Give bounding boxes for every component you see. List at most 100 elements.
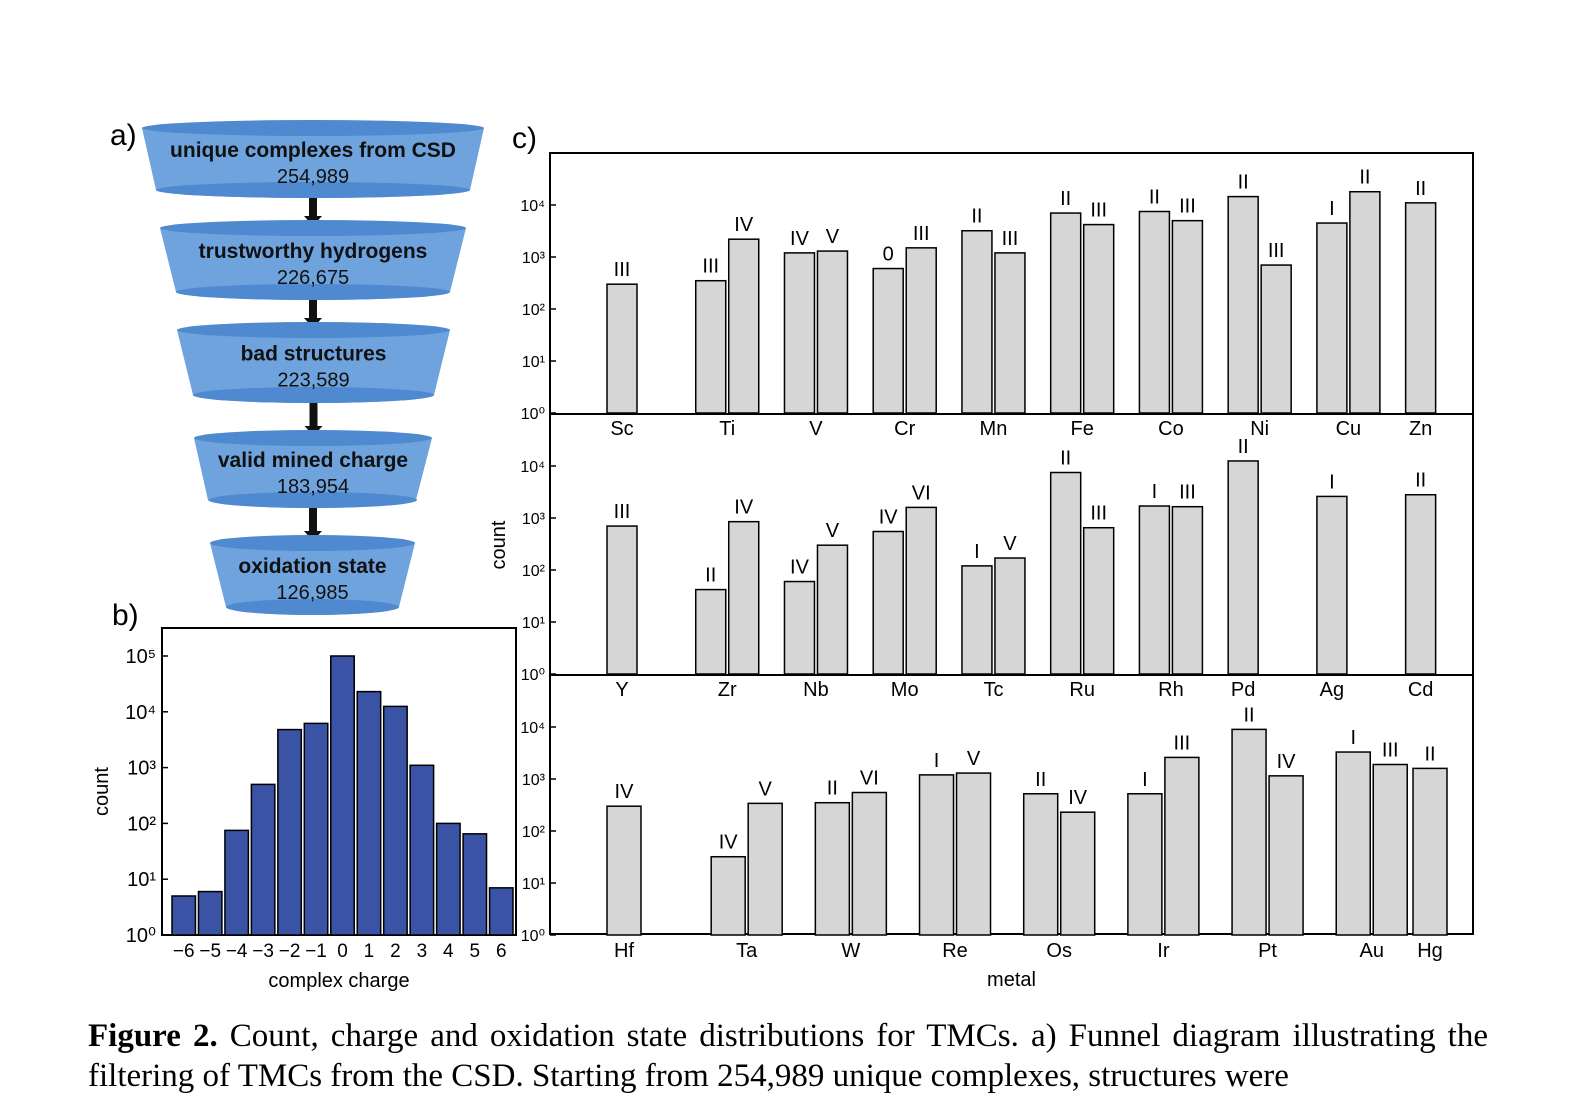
chart-b-xtick-label: 3 <box>417 941 428 962</box>
chart-c-bar <box>872 267 904 414</box>
chart-c-metal-label: Re <box>942 940 968 962</box>
funnel-stage-label: bad structures <box>241 343 387 366</box>
chart-c-bar <box>1404 202 1437 414</box>
chart-b-xtick-label: 2 <box>390 941 401 962</box>
caption-figure-label: Figure 2. <box>88 1018 218 1054</box>
chart-b-bar <box>277 728 303 936</box>
chart-b-xtick-label: −4 <box>226 941 248 962</box>
chart-c-metal-label: Hg <box>1417 940 1443 962</box>
chart-b-xtick-label: 1 <box>364 941 375 962</box>
chart-c-bar <box>783 252 816 414</box>
chart-c-bar <box>606 805 642 936</box>
chart-c-ytick-label: 10¹ <box>522 876 545 893</box>
chart-c-bar-label: II <box>1415 470 1426 492</box>
chart-c-bar-label: IV <box>615 781 635 803</box>
chart-c-bar <box>872 530 904 675</box>
chart-c-metal-label: Rh <box>1158 679 1184 701</box>
chart-c-bar-label: I <box>1329 471 1335 493</box>
chart-c-bar-label: III <box>913 223 930 245</box>
chart-b-ytick-label: 10² <box>127 813 156 835</box>
chart-c-bar <box>1231 728 1267 936</box>
funnel-stage-label: valid mined charge <box>218 449 408 472</box>
chart-c-metal-label: Ag <box>1320 679 1344 701</box>
funnel-stage-count: 126,985 <box>276 582 348 604</box>
chart-c-bar-label: III <box>1179 482 1196 504</box>
chart-b-ylabel: count <box>91 767 113 816</box>
chart-c-bar-label: IV <box>879 507 899 529</box>
chart-c-metal-label: Tc <box>983 679 1003 701</box>
chart-c-bar-label: VI <box>860 768 879 790</box>
funnel-stage-body <box>194 438 432 508</box>
chart-c-bar <box>1335 751 1371 936</box>
chart-c-bar <box>1082 526 1115 675</box>
chart-c-bar-label: 0 <box>883 244 894 266</box>
chart-c-metal-label: Fe <box>1071 418 1094 440</box>
chart-c-metal-label: Pt <box>1258 940 1277 962</box>
chart-c-bar <box>1227 460 1259 675</box>
chart-c-bar <box>694 588 727 675</box>
chart-b-xtick-label: 6 <box>496 941 507 962</box>
chart-c-metal-label: Ir <box>1157 940 1170 962</box>
panel-label-b: b) <box>112 599 139 632</box>
funnel-arrow-shaft <box>309 300 317 320</box>
chart-b-xtick-label: −6 <box>173 941 195 962</box>
chart-b-ytick-label: 10⁰ <box>126 925 156 947</box>
chart-c-ytick-label: 10⁰ <box>521 406 545 423</box>
chart-c-bar-label: IV <box>734 214 754 236</box>
chart-c-bar <box>1404 493 1437 675</box>
chart-b-bar <box>435 822 461 936</box>
chart-c-bar-label: III <box>1268 240 1285 262</box>
chart-c-ytick-label: 10⁰ <box>521 667 545 684</box>
chart-c-bar <box>1171 219 1204 414</box>
chart-c-bar-label: IV <box>1277 751 1297 773</box>
chart-c-metal-label: Cu <box>1336 418 1362 440</box>
chart-b-bar <box>462 833 488 936</box>
funnel-stage-label: oxidation state <box>238 555 386 578</box>
chart-c-metal-label: Zn <box>1409 418 1432 440</box>
chart-c-bar <box>1316 495 1348 675</box>
panel-label-a: a) <box>110 119 137 152</box>
chart-c-bar <box>905 247 937 414</box>
funnel-stage-top-rim <box>194 430 432 446</box>
chart-c-bar <box>1372 763 1408 936</box>
chart-c-bar <box>1227 195 1259 414</box>
chart-c-bar <box>1260 264 1292 414</box>
chart-c-metal-label: Ni <box>1250 418 1269 440</box>
chart-b-bar <box>171 895 197 936</box>
chart-c-ytick-label: 10³ <box>522 250 546 267</box>
chart-c-bar-label: I <box>974 541 980 563</box>
chart-c-bar <box>1349 190 1381 414</box>
chart-c-bar <box>961 565 993 675</box>
chart-c-bar-label: I <box>1152 481 1158 503</box>
chart-b-bar <box>197 890 223 936</box>
chart-b-bar <box>409 764 435 936</box>
funnel-stage-count: 226,675 <box>277 267 349 289</box>
chart-c-bar-label: II <box>827 778 838 800</box>
funnel-stage-body <box>210 543 415 615</box>
chart-c-bar-label: I <box>1142 769 1148 791</box>
panel-label-c: c) <box>512 122 537 155</box>
funnel-stage-bottom-rim <box>209 492 417 508</box>
chart-c-metal-label: Co <box>1158 418 1184 440</box>
chart-c-ytick-label: 10¹ <box>522 615 545 632</box>
chart-c-bar-label: II <box>705 565 716 587</box>
charge-histogram: 10⁰ 10¹ 10² 10³ 10⁴ 10⁵ −6 −5 −4 −3 −2 −1 0 1 2 3 4 5 6 com… <box>91 627 517 992</box>
chart-c-bar-label: IV <box>790 228 810 250</box>
chart-c-ytick-label: 10⁴ <box>520 198 545 215</box>
chart-c-bar-label: II <box>971 206 982 228</box>
chart-c-bar-label: V <box>759 778 773 800</box>
funnel-arrow-shaft <box>309 403 318 428</box>
chart-c-ytick-label: 10³ <box>522 511 546 528</box>
funnel-stage-label: trustworthy hydrogens <box>199 240 428 263</box>
funnel-stage-top-rim <box>142 120 484 136</box>
chart-c-ytick-label: 10⁰ <box>521 928 545 945</box>
chart-b-ytick-label: 10⁵ <box>125 646 156 668</box>
chart-c-bar-label: I <box>1350 727 1356 749</box>
chart-c-bar <box>814 801 851 936</box>
funnel-stage-bottom-rim <box>193 387 434 403</box>
chart-c-ytick-label: 10² <box>522 563 546 580</box>
chart-b-xtick-label: 4 <box>443 941 454 962</box>
chart-c-ytick-label: 10⁴ <box>520 720 545 737</box>
chart-c-metal-label: Pd <box>1231 679 1255 701</box>
chart-c-metal-label: Hf <box>614 940 634 962</box>
